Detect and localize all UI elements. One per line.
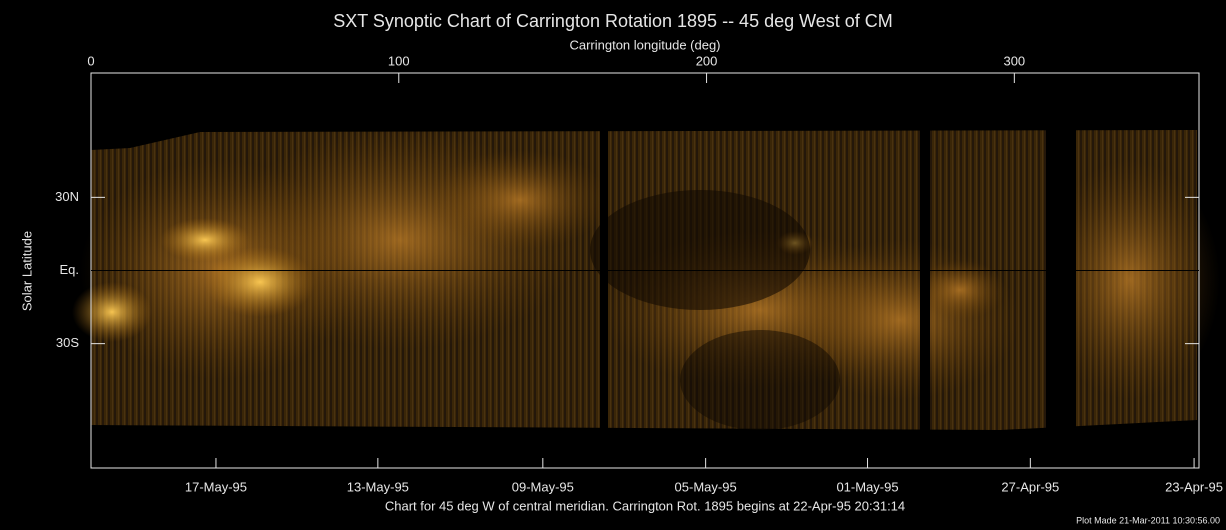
x2-tick-label: 23-Apr-95	[1165, 479, 1223, 494]
y-tick-label: Eq.	[59, 262, 79, 277]
x-tick-label: 300	[1003, 53, 1025, 68]
x-tick-label: 0	[87, 53, 94, 68]
x-tick-label: 200	[696, 53, 718, 68]
chart-title: SXT Synoptic Chart of Carrington Rotatio…	[333, 11, 893, 31]
caption: Chart for 45 deg W of central meridian. …	[385, 498, 905, 513]
y-tick-label: 30S	[56, 335, 79, 350]
x2-tick-label: 09-May-95	[512, 479, 574, 494]
x2-tick-label: 05-May-95	[675, 479, 737, 494]
x2-tick-label: 01-May-95	[836, 479, 898, 494]
x2-tick-label: 27-Apr-95	[1001, 479, 1059, 494]
x2-tick-label: 13-May-95	[347, 479, 409, 494]
x-tick-label: 100	[388, 53, 410, 68]
y-axis-label: Solar Latitude	[19, 231, 34, 311]
x2-tick-label: 17-May-95	[185, 479, 247, 494]
synoptic-image	[72, 130, 1220, 430]
y-tick-label: 30N	[55, 189, 79, 204]
footer: Plot Made 21-Mar-2011 10:30:56.00	[1076, 515, 1220, 525]
x-axis-label: Carrington longitude (deg)	[569, 37, 720, 52]
